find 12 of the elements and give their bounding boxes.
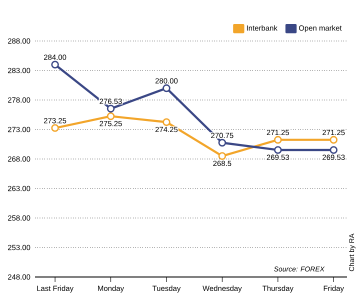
point (162, 118, 170, 126)
point (51, 124, 59, 132)
point (106, 112, 115, 120)
point (330, 146, 338, 154)
point (218, 138, 226, 147)
point (106, 104, 115, 113)
point (51, 60, 59, 68)
point (162, 84, 170, 92)
point (218, 152, 226, 160)
point (274, 146, 282, 154)
point (274, 136, 282, 144)
point (330, 136, 338, 144)
